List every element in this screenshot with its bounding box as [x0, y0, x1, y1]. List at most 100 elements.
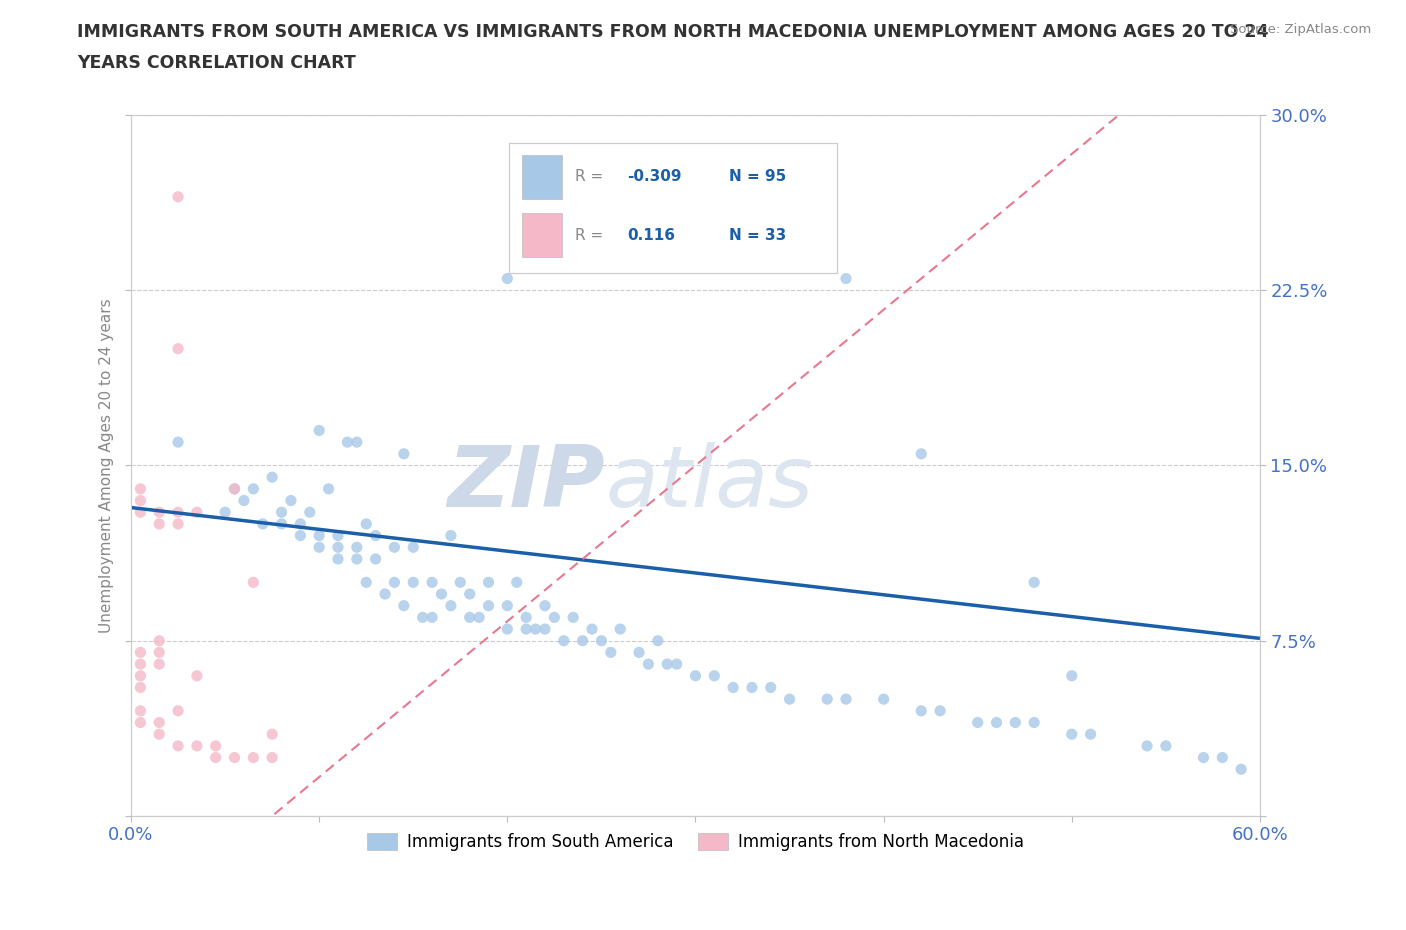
Point [449, 575, 471, 590]
Point [910, 703, 932, 718]
Point [374, 587, 396, 602]
Point [835, 692, 858, 707]
Point [835, 272, 858, 286]
Point [167, 516, 190, 531]
Point [534, 598, 557, 613]
Point [515, 610, 537, 625]
Point [581, 621, 603, 636]
Point [252, 516, 274, 531]
Point [1024, 575, 1046, 590]
Point [364, 551, 387, 566]
Point [458, 610, 481, 625]
Point [1080, 726, 1102, 741]
Point [402, 575, 425, 590]
Point [148, 516, 170, 531]
Point [336, 434, 359, 449]
Point [242, 751, 264, 765]
Point [186, 505, 208, 520]
Point [204, 751, 226, 765]
Point [553, 633, 575, 648]
Point [364, 528, 387, 543]
Point [384, 575, 406, 590]
Point [1060, 726, 1083, 741]
Point [966, 715, 988, 730]
Point [477, 598, 499, 613]
Point [298, 505, 321, 520]
Point [420, 610, 443, 625]
Point [440, 598, 463, 613]
Point [591, 633, 613, 648]
Point [420, 575, 443, 590]
Point [430, 587, 453, 602]
Point [242, 575, 264, 590]
Point [308, 539, 330, 554]
Y-axis label: Unemployment Among Ages 20 to 24 years: Unemployment Among Ages 20 to 24 years [100, 299, 114, 632]
Point [318, 482, 340, 497]
Point [148, 633, 170, 648]
Point [148, 645, 170, 660]
Point [384, 539, 406, 554]
Point [721, 680, 744, 695]
Point [129, 715, 152, 730]
Point [129, 505, 152, 520]
Point [1192, 751, 1215, 765]
Point [515, 621, 537, 636]
Point [1024, 715, 1046, 730]
Point [346, 434, 368, 449]
Point [402, 539, 425, 554]
Point [647, 633, 669, 648]
Legend: Immigrants from South America, Immigrants from North Macedonia: Immigrants from South America, Immigrant… [360, 827, 1031, 858]
Point [270, 516, 292, 531]
Point [167, 738, 190, 753]
Point [458, 587, 481, 602]
Point [468, 610, 491, 625]
Point [129, 680, 152, 695]
Point [148, 726, 170, 741]
Point [224, 751, 246, 765]
Point [815, 692, 838, 707]
Point [232, 493, 254, 508]
Text: YEARS CORRELATION CHART: YEARS CORRELATION CHART [77, 54, 356, 72]
Point [543, 610, 565, 625]
Point [929, 703, 952, 718]
Point [326, 551, 349, 566]
Point [346, 539, 368, 554]
Point [167, 190, 190, 205]
Point [270, 505, 292, 520]
Point [392, 446, 415, 461]
Point [224, 482, 246, 497]
Point [167, 434, 190, 449]
Point [186, 738, 208, 753]
Point [910, 446, 932, 461]
Point [204, 738, 226, 753]
Point [609, 621, 631, 636]
Point [665, 657, 688, 671]
Point [779, 692, 801, 707]
Point [148, 657, 170, 671]
Point [167, 505, 190, 520]
Point [637, 657, 659, 671]
Point [129, 657, 152, 671]
Text: ZIP: ZIP [447, 442, 605, 525]
Text: atlas: atlas [605, 442, 813, 525]
Point [571, 633, 593, 648]
Point [280, 493, 302, 508]
Point [524, 621, 547, 636]
Point [562, 610, 585, 625]
Point [262, 470, 284, 485]
Point [392, 598, 415, 613]
Point [148, 715, 170, 730]
Point [1136, 738, 1159, 753]
Point [129, 669, 152, 684]
Point [326, 539, 349, 554]
Point [214, 505, 236, 520]
Text: IMMIGRANTS FROM SOUTH AMERICA VS IMMIGRANTS FROM NORTH MACEDONIA UNEMPLOYMENT AM: IMMIGRANTS FROM SOUTH AMERICA VS IMMIGRA… [77, 23, 1268, 41]
Point [129, 703, 152, 718]
Point [506, 575, 529, 590]
Point [224, 482, 246, 497]
Point [308, 423, 330, 438]
Point [290, 516, 312, 531]
Point [657, 657, 679, 671]
Point [308, 528, 330, 543]
Point [354, 516, 377, 531]
